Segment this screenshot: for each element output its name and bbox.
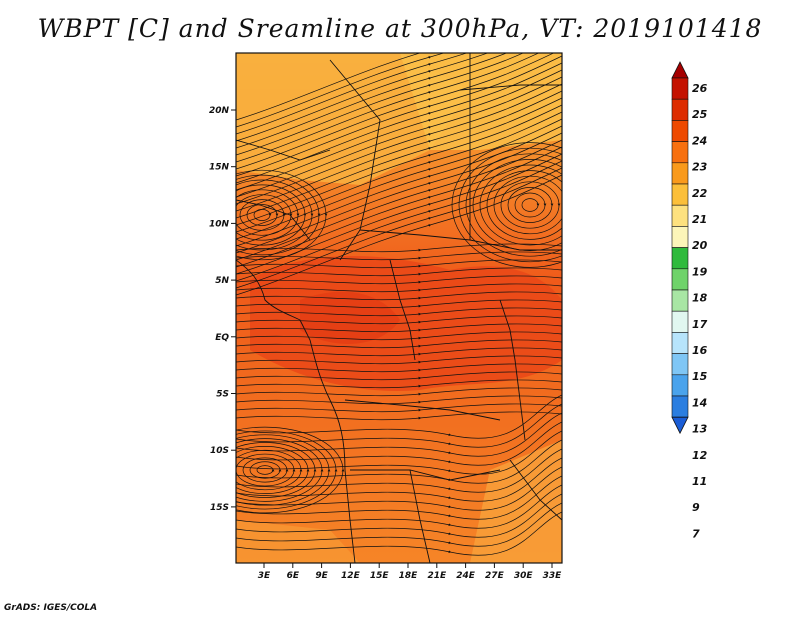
lon-tick-label: 30E [514,571,534,581]
colorbar-swatch [671,162,689,185]
lat-tick-label: 5S [216,390,229,400]
lat-tick-label: 15N [209,163,230,173]
colorbar-swatch [671,310,689,333]
lat-tick-label: 15S [210,503,229,513]
colorbar-label: 19 [692,265,708,278]
colorbar-swatch [671,77,689,100]
colorbar-label: 23 [692,161,708,174]
lon-tick-label: 6E [287,571,300,581]
colorbar-label: 25 [692,108,708,121]
colorbar-swatch [671,98,689,121]
colorbar-label: 14 [692,396,707,409]
colorbar-swatch [671,332,689,354]
lat-tick-label: 5N [215,276,229,286]
colorbar-label: 7 [692,527,700,540]
colorbar-swatch [671,374,689,397]
colorbar-swatch [671,141,689,164]
lat-tick-label: EQ [215,333,229,343]
colorbar-bottom-arrow [671,416,689,435]
lon-tick-label: 24E [456,571,476,581]
colorbar-label: 21 [692,213,707,226]
lat-tick-label: 20N [209,106,230,116]
lon-tick-label: 3E [258,571,271,581]
colorbar-label: 26 [692,82,708,95]
colorbar-top-arrow [671,61,689,79]
colorbar-label: 9 [692,501,700,514]
lon-tick-label: 33E [543,571,563,581]
colorbar-label: 16 [692,344,708,357]
colorbar-swatch [671,120,689,142]
colorbar-swatch [671,226,689,248]
colorbar-swatch [671,247,689,270]
lon-tick-label: 18E [399,571,419,581]
colorbar-swatch [671,289,689,312]
colorbar-label: 12 [692,449,708,462]
colorbar-label: 18 [692,292,708,305]
colorbar-label: 15 [692,370,708,383]
country-borders [236,53,562,563]
streamlines [236,53,562,556]
colorbar-legend: 26 25 24 23 22 21 20 19 18 17 16 15 14 13 12 11 9 7 [671,61,708,540]
grads-credit: GrADS: IGES/COLA [4,603,98,613]
colorbar-label: 17 [692,318,708,331]
map-title: WBPT [C] and Sreamline at 300hPa, VT: 20… [37,14,763,43]
colorbar-label: 22 [692,187,708,200]
lat-tick-label: 10N [209,219,230,229]
colorbar-swatch [671,183,689,206]
latitude-axis: 20N 15N 10N 5N EQ 5S 10S 15S [209,106,236,513]
colorbar-label: 24 [692,134,707,147]
longitude-axis: 3E 6E 9E 12E 15E 18E 21E 24E 27E 30E 33E [258,563,562,581]
colorbar-swatch [671,353,689,376]
colorbar-swatch [671,395,689,418]
lon-tick-label: 12E [341,571,361,581]
lon-tick-label: 9E [315,571,328,581]
colorbar-swatch [671,204,689,227]
colorbar-label: 13 [692,423,708,436]
colorbar-label: 11 [692,475,707,488]
lon-tick-label: 15E [370,571,390,581]
lon-tick-label: 27E [485,571,505,581]
colorbar-label: 20 [692,239,708,252]
colorbar-swatch [671,268,689,291]
lon-tick-label: 21E [427,571,447,581]
lat-tick-label: 10S [210,446,229,456]
plot-frame [235,52,563,564]
